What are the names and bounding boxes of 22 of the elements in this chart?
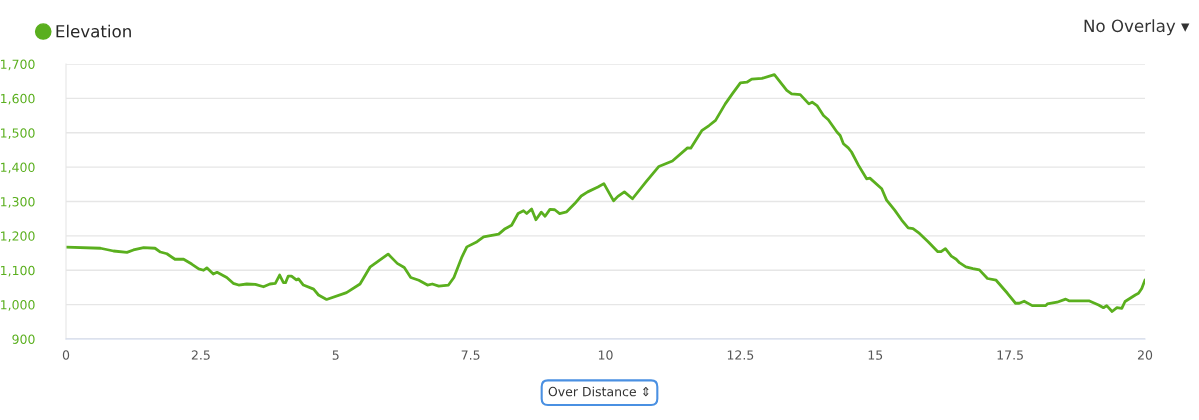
y-tick-label: 1,500	[1, 128, 35, 139]
text: Over Distance ⇕	[548, 386, 649, 397]
y-tick-label: 1,000	[1, 300, 35, 311]
x-tick-label: 7.5	[461, 350, 480, 360]
y-tick-label: 1,300	[1, 196, 35, 208]
x-tick-label: 20	[1137, 350, 1153, 360]
x-tick-label: 15	[868, 350, 883, 360]
y-tick-label: 900	[12, 334, 35, 344]
line-series	[66, 73, 1145, 313]
y-tick-label: 1,100	[1, 265, 35, 277]
y-tick-label: 1,600	[1, 93, 35, 105]
x-tick-label: 17.5	[997, 350, 1023, 360]
x-tick-label: 2.5	[191, 350, 210, 360]
legend-label: Elevation	[56, 24, 131, 38]
x-tick-label: 5	[332, 350, 339, 360]
x-tick-label: 10	[598, 350, 613, 360]
x-tick-label: 0	[62, 350, 70, 360]
text: No Overlay ▾	[1084, 19, 1190, 36]
y-tick-label: 1,700	[1, 59, 35, 71]
y-tick-label: 1,200	[1, 231, 35, 243]
y-tick-label: 1,400	[1, 162, 35, 174]
x-tick-label: 12.5	[727, 350, 754, 360]
